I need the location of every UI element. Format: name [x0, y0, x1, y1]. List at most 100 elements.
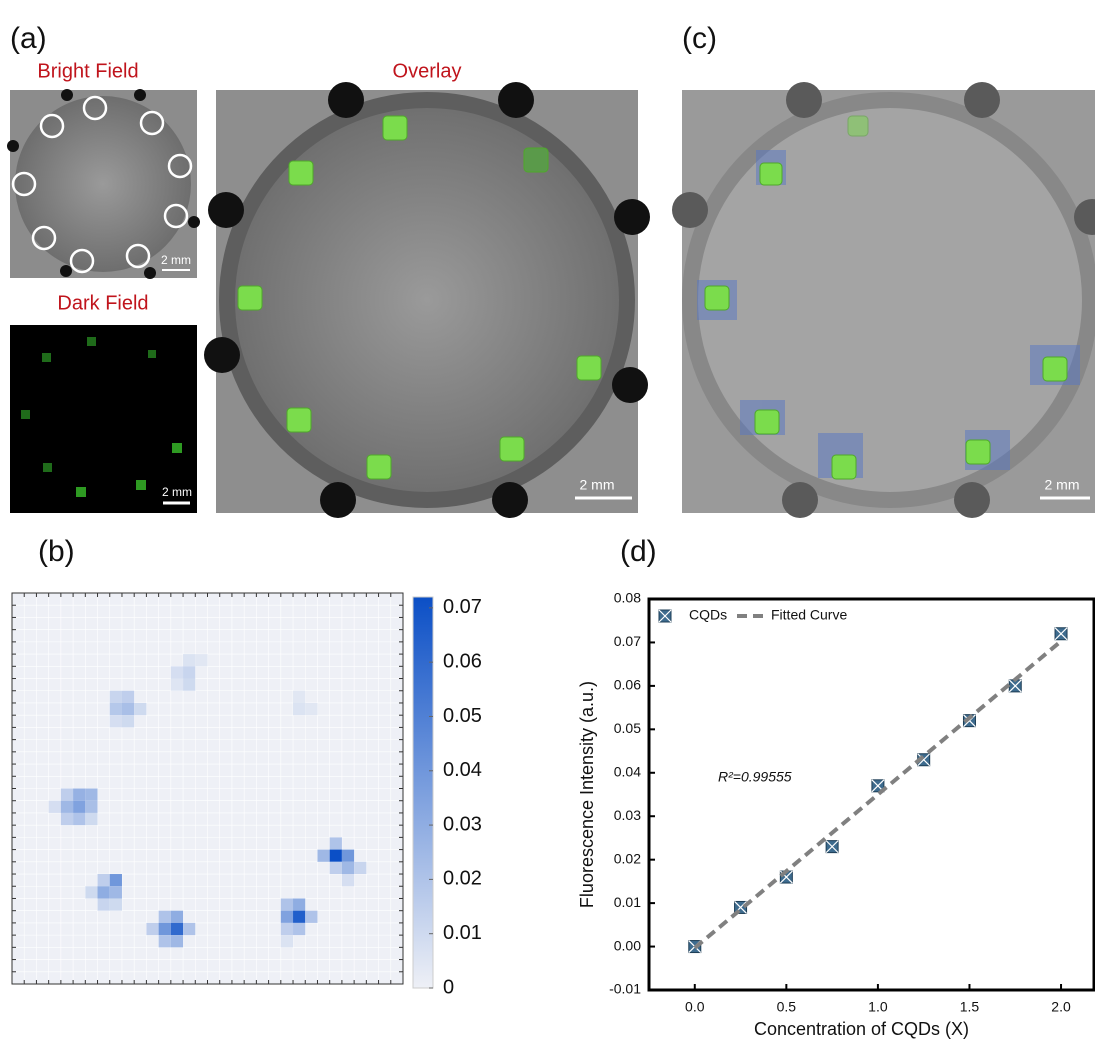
heatmap-cell — [109, 690, 122, 703]
heatmap-cell — [121, 702, 135, 716]
heatmap-cell — [134, 702, 147, 716]
image-title: Bright Field — [37, 60, 138, 82]
heatmap-cell — [48, 800, 61, 813]
colorbar-tick-label: 0.07 — [443, 596, 482, 618]
y-axis-label: Fluorescence Intensity (a.u.) — [577, 681, 597, 908]
marker-cross — [1054, 627, 1068, 641]
heatmap-cell — [158, 922, 171, 936]
scale-bar-label: 2 mm — [1045, 477, 1080, 493]
legend-label: Fitted Curve — [771, 607, 847, 623]
marker-cross — [825, 840, 839, 854]
heatmap-cell — [60, 788, 74, 801]
y-tick-label: 0.08 — [614, 590, 641, 606]
heatmap-cell — [293, 898, 306, 911]
heatmap-cell — [158, 910, 171, 923]
panel-label: (d) — [620, 535, 657, 568]
y-tick-label: 0.07 — [614, 633, 641, 649]
heatmap-cell — [305, 910, 318, 923]
bright-field-image — [7, 89, 200, 279]
heatmap-cell — [317, 849, 330, 862]
heatmap-cell — [158, 935, 171, 948]
heatmap-cell — [183, 654, 196, 667]
heatmap-cell — [85, 812, 98, 826]
x-axis-label: Concentration of CQDs (X) — [754, 1019, 969, 1039]
heatmap-cell — [195, 654, 208, 667]
panel-label: (c) — [682, 22, 717, 55]
marker-cross — [963, 714, 976, 728]
heatmap-cell — [60, 812, 74, 826]
heatmap-cell — [85, 886, 98, 899]
marker-cross — [658, 609, 672, 623]
marker — [871, 779, 885, 793]
image-title: Overlay — [393, 60, 462, 82]
image-title: Dark Field — [57, 292, 148, 314]
plot-frame — [647, 597, 1095, 992]
overlay-image — [204, 82, 650, 518]
heatmap-cell — [354, 861, 367, 875]
heatmap-cell — [183, 678, 196, 691]
heatmap-cell — [329, 837, 342, 850]
x-tick-label: 1.5 — [960, 999, 980, 1015]
heatmap-cell — [183, 666, 196, 679]
heatmap-cell — [85, 800, 98, 813]
heatmap-cell — [341, 861, 355, 875]
heatmap-cell — [305, 702, 318, 716]
heatmap-cell — [280, 935, 294, 948]
legend-label: CQDs — [689, 607, 727, 623]
heatmap-cell — [293, 702, 306, 716]
x-tick-label: 0.5 — [777, 999, 797, 1015]
heatmap-cell — [109, 886, 122, 899]
panel-label: (b) — [38, 535, 75, 568]
heatmap-cell — [109, 898, 122, 911]
heatmap-cell — [170, 678, 184, 691]
fit-line — [693, 639, 1063, 950]
y-tick-label: 0.02 — [614, 850, 641, 866]
heatmap-cell — [183, 922, 196, 936]
heatmap-cell — [329, 861, 342, 875]
heatmap-cell — [121, 715, 135, 728]
colorbar-tick-label: 0 — [443, 976, 454, 998]
x-tick-label: 2.0 — [1051, 999, 1071, 1015]
scale-bar-label: 2 mm — [580, 477, 615, 493]
scale-bar-label: 2 mm — [162, 485, 192, 499]
x-tick-label: 1.0 — [868, 999, 888, 1015]
colorbar-tick-label: 0.06 — [443, 650, 482, 672]
marker — [1054, 627, 1068, 641]
dark-field-image — [10, 325, 197, 513]
heatmap-cell — [97, 898, 110, 911]
colorbar-tick-label: 0.05 — [443, 705, 482, 727]
heatmap-cell — [170, 910, 184, 923]
y-tick-label: -0.01 — [609, 981, 641, 997]
y-tick-label: 0.01 — [614, 894, 641, 910]
heatmap-cell — [109, 715, 122, 728]
heatmap-cell — [73, 800, 86, 813]
colorbar-tick-label: 0.02 — [443, 868, 482, 890]
fluorescence-overlay-image — [672, 82, 1095, 518]
heatmap-cell — [170, 935, 184, 948]
colorbar-tick-label: 0.03 — [443, 813, 482, 835]
annotation: R²=0.99555 — [718, 769, 792, 785]
panel-label: (a) — [10, 22, 47, 55]
heatmap-cell — [170, 922, 184, 936]
heatmap-cell — [73, 812, 86, 826]
heatmap-cell — [60, 800, 74, 813]
heatmap-cell — [121, 690, 135, 703]
marker — [658, 609, 672, 623]
scale-bar-label: 2 mm — [161, 253, 191, 267]
heatmap-cell — [170, 666, 184, 679]
heatmap-cell — [341, 849, 355, 862]
marker — [825, 840, 839, 854]
colorbar-tick-label: 0.04 — [443, 759, 482, 781]
colorbar — [412, 596, 434, 989]
y-tick-label: 0.00 — [614, 937, 641, 953]
colorbar-tick-label: 0.01 — [443, 922, 482, 944]
heatmap-cell — [280, 910, 294, 923]
marker-cross — [1008, 679, 1022, 693]
heatmap-cell — [109, 702, 122, 716]
y-tick-label: 0.04 — [614, 763, 641, 779]
heatmap-cell — [280, 898, 294, 911]
y-tick-label: 0.06 — [614, 677, 641, 693]
y-tick-label: 0.03 — [614, 807, 641, 823]
heatmap-cell — [329, 849, 342, 862]
